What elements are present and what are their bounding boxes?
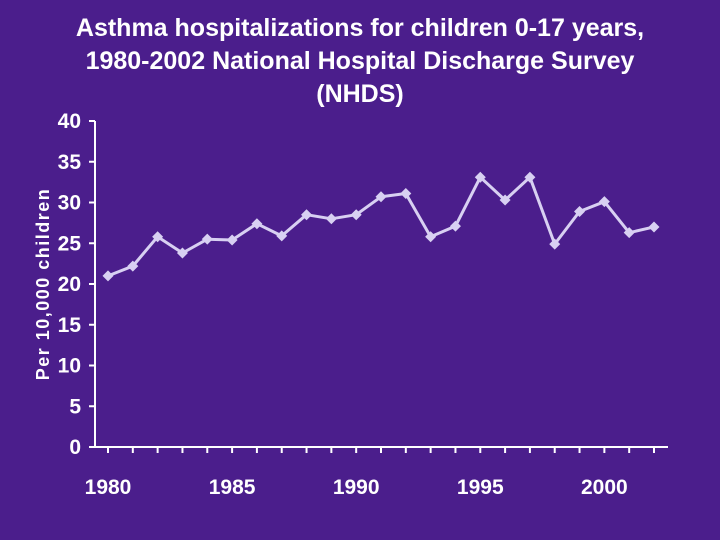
data-point-marker: [524, 171, 536, 183]
data-point-marker: [400, 188, 412, 200]
y-tick-label: 0: [69, 436, 81, 459]
x-tick-label: 1990: [333, 476, 380, 499]
data-point-marker: [127, 260, 139, 272]
x-tick-label: 1995: [457, 476, 504, 499]
data-point-marker: [648, 221, 660, 233]
data-point-marker: [251, 218, 263, 230]
data-point-marker: [325, 213, 337, 225]
x-tick-label: 1985: [209, 476, 256, 499]
data-point-marker: [623, 227, 635, 239]
series-markers: [102, 171, 660, 282]
data-point-marker: [301, 209, 313, 221]
y-tick-label: 30: [58, 192, 81, 215]
data-point-marker: [102, 270, 114, 282]
x-ticks: 1980 1985 1990 1995 2000: [85, 447, 655, 499]
data-point-marker: [499, 194, 511, 206]
y-tick-label: 15: [58, 314, 82, 337]
x-tick-label: 2000: [581, 476, 628, 499]
y-tick-label: 10: [58, 355, 81, 378]
y-tick-label: 5: [69, 395, 81, 418]
y-axis-label: Per 10,000 children: [33, 188, 53, 381]
data-point-marker: [574, 205, 586, 217]
data-point-marker: [226, 234, 238, 246]
y-tick-label: 25: [58, 232, 82, 255]
data-point-marker: [176, 247, 188, 259]
y-ticks: 0 5 10 15 20 25 30 35 40: [58, 110, 95, 459]
data-point-marker: [474, 171, 486, 183]
chart-title: Asthma hospitalizations for children 0-1…: [75, 14, 645, 108]
y-tick-label: 20: [58, 273, 81, 296]
data-point-marker: [375, 191, 387, 203]
data-point-marker: [201, 233, 213, 245]
data-point-marker: [350, 209, 362, 221]
data-point-marker: [276, 230, 288, 242]
data-point-marker: [449, 220, 461, 232]
y-tick-label: 35: [58, 151, 82, 174]
x-tick-label: 1980: [85, 476, 132, 499]
y-tick-label: 40: [58, 110, 81, 133]
data-point-marker: [152, 231, 164, 243]
data-point-marker: [598, 196, 610, 208]
data-point-marker: [425, 231, 437, 243]
data-point-marker: [549, 238, 561, 250]
